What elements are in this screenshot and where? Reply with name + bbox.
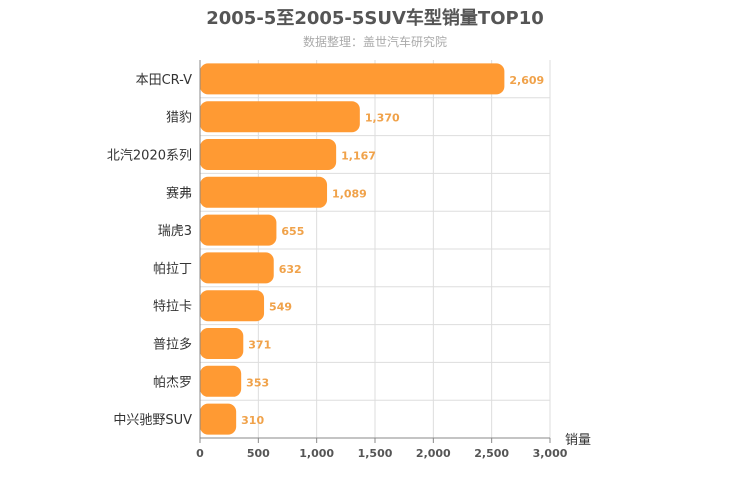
data-label: 1,167 (341, 150, 376, 163)
data-label: 310 (241, 414, 264, 427)
data-label: 1,370 (365, 112, 400, 125)
bars: 本田CR-V 2,609 猎豹 1,370 北汽2020系列 1,167 赛弗 1,089 瑞虎… (107, 63, 544, 435)
x-tick-label: 1,000 (299, 447, 334, 460)
bar (200, 101, 360, 133)
data-label: 2,609 (509, 74, 544, 87)
x-tick-label: 0 (196, 447, 204, 460)
axes: 0 500 1,000 1,500 2,000 2,500 3,000 (196, 60, 568, 460)
data-label: 655 (281, 225, 304, 238)
data-label: 353 (246, 376, 269, 389)
bar (200, 63, 505, 95)
category-label: 猎豹 (166, 111, 192, 126)
bar (200, 365, 242, 397)
x-tick-label: 2,000 (416, 447, 451, 460)
bar (200, 139, 337, 170)
category-label: 帕杰罗 (153, 375, 192, 390)
data-label: 549 (269, 301, 292, 314)
bar (200, 176, 328, 208)
bar (200, 328, 244, 359)
category-label: 赛弗 (166, 185, 192, 201)
x-tick-label: 3,000 (533, 447, 568, 460)
chart-title: 2005-5至2005-5SUV车型销量TOP10 (206, 8, 544, 29)
x-tick-label: 1,500 (358, 447, 393, 460)
category-label: 北汽2020系列 (107, 149, 192, 164)
category-label: 特拉卡 (153, 300, 192, 315)
category-label: 瑞虎3 (158, 224, 192, 239)
grid-lines (200, 60, 551, 438)
category-label: 普拉多 (153, 337, 192, 353)
x-tick-label: 500 (247, 447, 270, 460)
category-label: 本田CR-V (136, 73, 193, 88)
bar (200, 290, 265, 322)
bar (200, 252, 274, 284)
data-label: 1,089 (332, 187, 367, 200)
category-label: 帕拉丁 (153, 262, 192, 277)
chart-subtitle: 数据整理：盖世汽车研究院 (302, 35, 447, 49)
data-label: 371 (248, 339, 271, 352)
x-tick-label: 2,500 (474, 447, 509, 460)
bar (200, 403, 237, 435)
category-label: 中兴驰野SUV (113, 413, 192, 428)
x-axis-title: 销量 (565, 433, 591, 448)
data-label: 632 (279, 263, 302, 276)
bar (200, 214, 277, 246)
